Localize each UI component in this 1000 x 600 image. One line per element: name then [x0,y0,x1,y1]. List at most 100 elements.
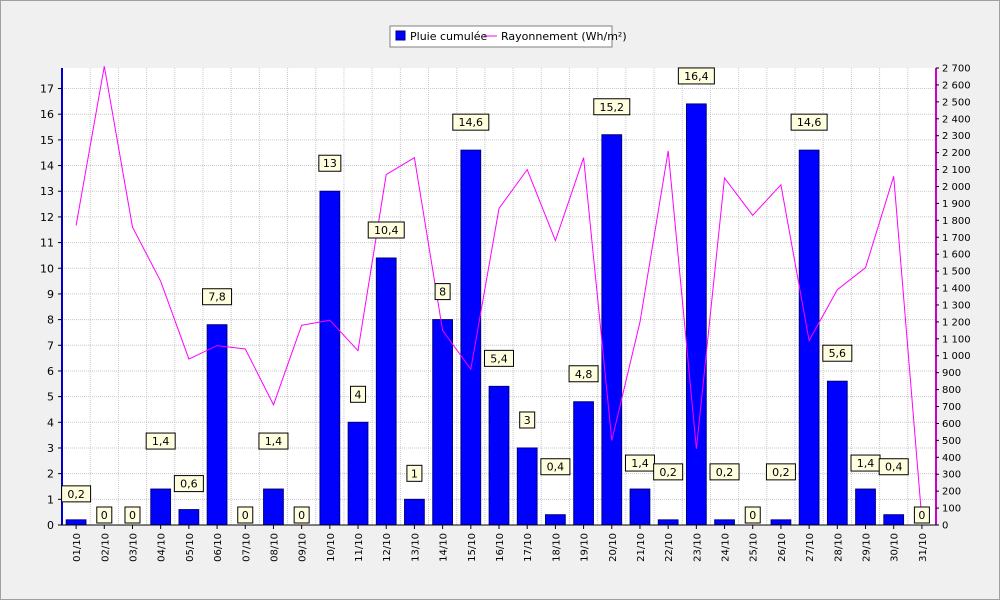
x-tick-label: 16/10 [495,533,506,562]
rain-bar [206,324,228,526]
rain-bar [263,488,284,526]
data-label-box [878,458,909,476]
data-label: 14,6 [797,116,822,129]
rain-bar [460,149,482,526]
data-label-box [822,344,853,362]
x-tick-label: 31/10 [918,533,929,562]
data-label: 7,8 [208,291,226,304]
left-tick-label: 15 [40,134,54,147]
data-label: 16,4 [684,70,709,83]
data-label-box [744,506,761,524]
x-tick-label: 30/10 [890,533,901,562]
x-tick-label: 02/10 [100,533,111,562]
data-label-box [237,506,254,524]
rain-bar [178,509,200,526]
data-label: 1,4 [857,457,875,470]
x-tick-label: 27/10 [805,533,816,562]
data-label: 10,4 [374,224,399,237]
right-tick-label: 1 400 [942,284,971,295]
data-label: 4,8 [575,368,593,381]
data-label: 0,4 [885,461,903,474]
x-tick-label: 22/10 [664,533,675,562]
left-tick-label: 2 [47,468,54,481]
data-label-box [406,464,423,482]
rain-bar [714,519,735,526]
x-tick-label: 01/10 [72,533,83,562]
x-tick-label: 25/10 [749,533,760,562]
right-tick-label: 1 300 [942,300,971,311]
left-tick-label: 0 [47,519,54,532]
data-label: 0 [242,509,249,522]
rain-bar [855,488,876,526]
x-tick-label: 03/10 [128,533,139,562]
right-tick-label: 1 800 [942,216,971,227]
x-tick-label: 29/10 [862,533,873,562]
x-tick-label: 21/10 [636,533,647,562]
data-label: 0,6 [180,478,198,491]
right-tick-label: 600 [942,419,961,430]
left-tick-label: 6 [47,365,54,378]
left-tick-label: 16 [40,108,54,121]
rain-bar [347,421,369,526]
rain-bar [545,514,566,526]
right-tick-label: 900 [942,368,961,379]
rain-bar [319,190,341,526]
rain-bar [404,498,425,526]
data-label: 14,6 [459,116,484,129]
legend-swatch-rain [395,30,406,41]
x-tick-label: 07/10 [241,533,252,562]
data-label: 0,2 [772,466,790,479]
right-tick-label: 2 700 [942,64,971,75]
radiation-series-line [75,66,923,520]
rain-bar [883,514,905,526]
legend-label-radiation: Rayonnement (Wh/m²) [501,30,627,43]
legend: Pluie cumulée Rayonnement (Wh/m²) [389,25,627,48]
data-label-box [540,458,571,476]
left-tick-label: 12 [40,211,54,224]
legend-label-rain: Pluie cumulée [410,30,488,43]
data-label-box [258,432,289,450]
right-tick-label: 100 [942,504,961,515]
rain-bar [375,257,397,526]
data-label: 5,6 [829,347,847,360]
data-label-box [593,98,631,116]
x-tick-label: 19/10 [580,533,591,562]
x-tick-label: 12/10 [382,533,393,562]
data-label: 13 [323,157,337,170]
data-label-box [913,506,930,524]
x-tick-label: 08/10 [269,533,280,562]
rain-bar [629,488,651,526]
right-tick-label: 1 700 [942,233,971,244]
data-label: 5,4 [490,352,508,365]
data-label: 15,2 [600,101,625,114]
data-label-box [790,113,828,131]
x-tick-label: 13/10 [410,533,421,562]
left-tick-label: 5 [47,391,54,404]
data-label: 1 [411,467,418,480]
data-label-box [173,475,204,493]
x-tick-label: 18/10 [551,533,562,562]
x-tick-label: 10/10 [326,533,337,562]
right-tick-label: 500 [942,436,961,447]
radiation-line [75,66,923,520]
right-tick-label: 300 [942,470,961,481]
left-tick-label: 14 [40,160,54,173]
x-tick-label: 09/10 [298,533,309,562]
rain-bar [826,380,848,526]
data-label: 1,4 [265,435,283,448]
data-label: 0 [298,509,305,522]
right-tick-label: 2 100 [942,165,971,176]
right-tick-label: 2 400 [942,114,971,125]
left-tick-label: 3 [47,442,54,455]
data-label: 0,2 [716,466,734,479]
x-tick-label: 11/10 [354,533,365,562]
data-label-box [568,365,599,383]
x-tick-label: 23/10 [692,533,703,562]
rain-bar [657,519,679,526]
rain-bar [770,519,792,526]
x-tick-label: 20/10 [608,533,619,562]
right-tick-label: 1 600 [942,250,971,261]
x-tick-label: 06/10 [213,533,224,562]
